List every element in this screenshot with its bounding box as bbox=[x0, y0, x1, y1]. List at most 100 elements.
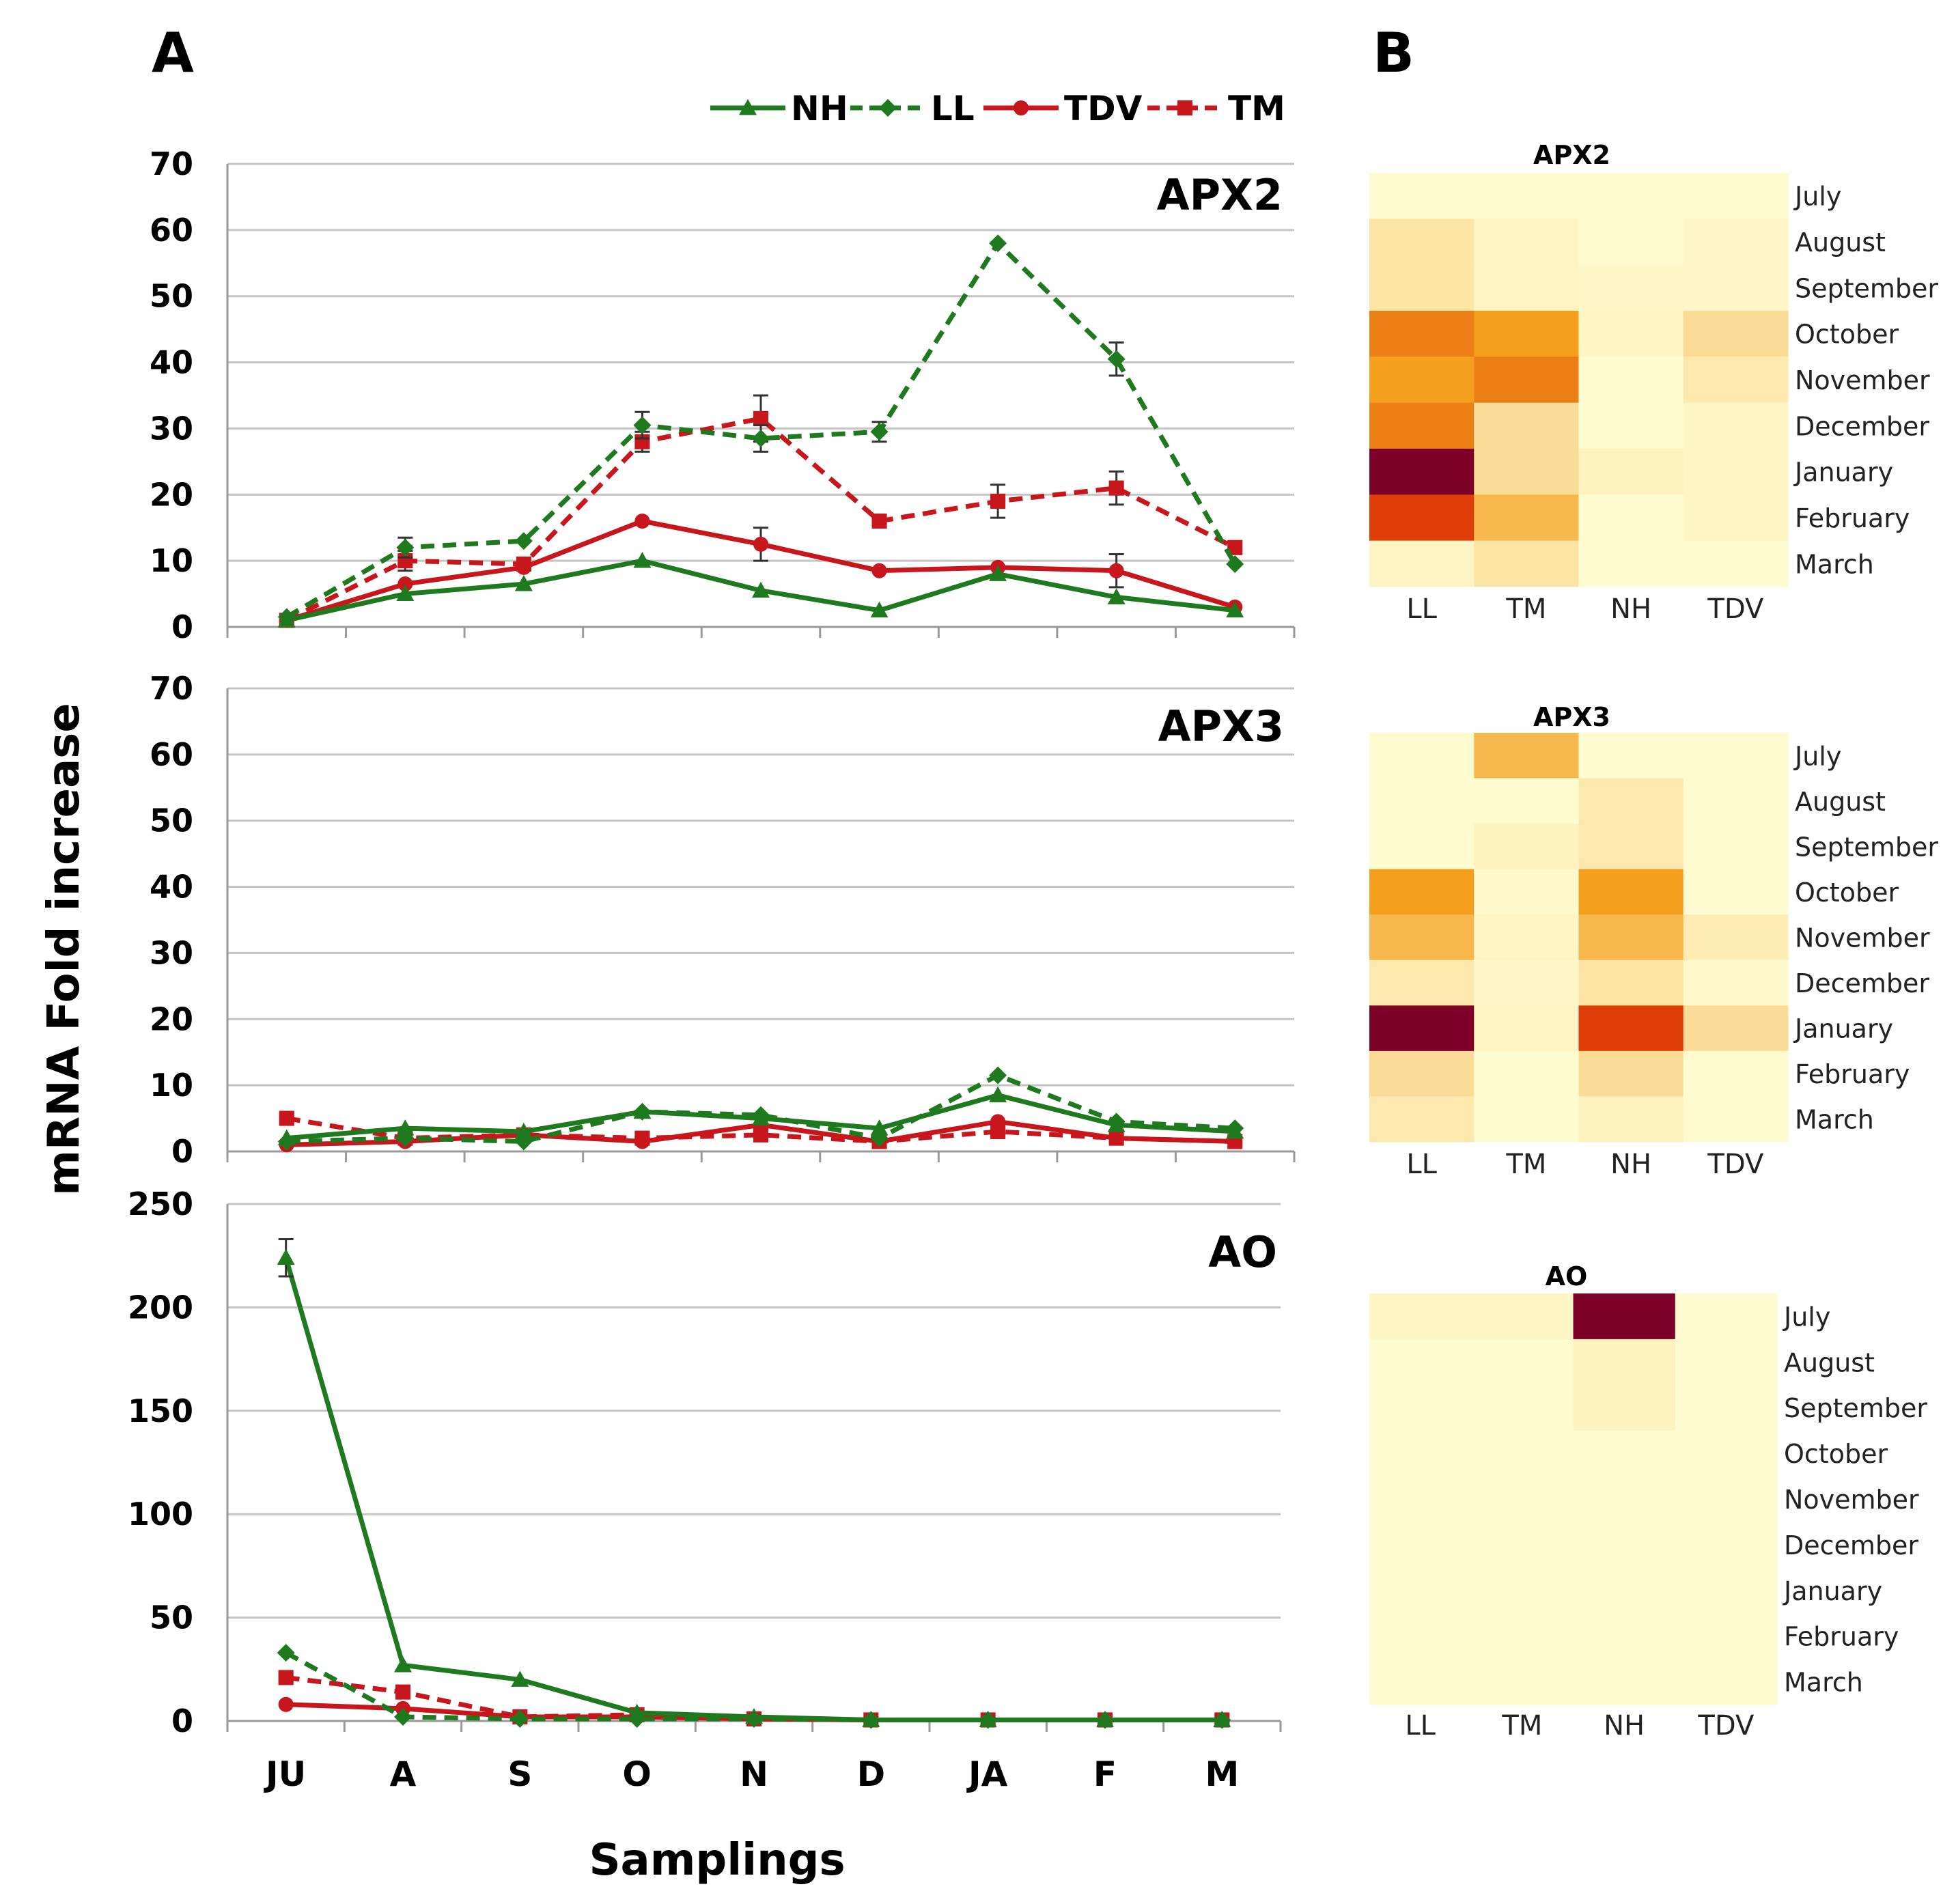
data-point-nh bbox=[1107, 588, 1126, 604]
heatmap-cell bbox=[1683, 960, 1789, 1006]
y-tick-label: 70 bbox=[150, 670, 193, 707]
heatmap-column-label: NH bbox=[1610, 1149, 1651, 1180]
heatmap-cell bbox=[1573, 1293, 1676, 1340]
heatmap-cell bbox=[1578, 960, 1684, 1006]
y-tick-label: 20 bbox=[150, 1000, 193, 1037]
series-line-ll bbox=[286, 1073, 1235, 1144]
data-point-nh bbox=[633, 1102, 652, 1119]
data-point-nh bbox=[396, 1119, 415, 1136]
data-point-tdv bbox=[1108, 1130, 1124, 1146]
heatmap-cell bbox=[1578, 356, 1684, 404]
heatmap-cell bbox=[1683, 219, 1789, 266]
heatmap-cell bbox=[1369, 733, 1475, 779]
data-point-nh bbox=[870, 601, 889, 618]
heatmap-cell bbox=[1578, 1096, 1684, 1143]
heatmap-cell bbox=[1578, 494, 1684, 542]
data-point-ll bbox=[514, 532, 533, 550]
heatmap-cell bbox=[1474, 1005, 1579, 1052]
data-point-nh bbox=[1226, 601, 1244, 618]
heatmap-cell bbox=[1578, 824, 1684, 870]
heatmap-cell bbox=[1369, 1005, 1475, 1052]
heatmap-cell bbox=[1474, 311, 1579, 357]
heatmap-cell bbox=[1474, 494, 1579, 542]
heatmap-cell bbox=[1683, 173, 1789, 219]
heatmap-row-label: March bbox=[1784, 1668, 1863, 1698]
y-tick-label: 60 bbox=[150, 212, 193, 249]
heatmap-cell bbox=[1471, 1430, 1574, 1477]
heatmap-cell bbox=[1369, 1430, 1472, 1477]
heatmap-cell bbox=[1683, 540, 1789, 587]
heatmap-cell bbox=[1471, 1293, 1574, 1340]
x-tick-label: F bbox=[1093, 1754, 1117, 1794]
heatmap-cell bbox=[1573, 1659, 1676, 1705]
heatmap-cell bbox=[1369, 173, 1475, 219]
heatmap-row-label: October bbox=[1795, 320, 1899, 350]
heatmap-cell bbox=[1683, 1005, 1789, 1052]
series-nh bbox=[277, 1237, 1231, 1727]
heatmap-column-label: LL bbox=[1405, 1710, 1436, 1741]
heatmap-cell bbox=[1675, 1293, 1778, 1340]
heatmap-cell bbox=[1573, 1430, 1676, 1477]
data-point-nh bbox=[989, 1086, 1007, 1103]
legend-label-ll: LL bbox=[931, 89, 975, 128]
data-point-ll bbox=[1107, 350, 1126, 368]
heatmap-cell bbox=[1369, 1659, 1472, 1705]
heatmap-row-label: December bbox=[1795, 968, 1929, 998]
x-tick-label: JA bbox=[966, 1754, 1008, 1794]
heatmap-cell bbox=[1471, 1476, 1574, 1522]
heatmap-cell bbox=[1578, 402, 1684, 449]
heatmap-cell bbox=[1369, 960, 1475, 1006]
heatmap-row-label: January bbox=[1793, 1014, 1893, 1044]
heatmap-cell bbox=[1683, 356, 1789, 404]
data-point-nh bbox=[394, 1656, 412, 1672]
heatmap-cell bbox=[1474, 219, 1579, 266]
legend-marker-ll bbox=[879, 99, 897, 117]
heatmap-title-apx2: APX2 bbox=[1533, 140, 1610, 170]
heatmap-cell bbox=[1474, 733, 1579, 779]
heatmap-row-label: August bbox=[1784, 1347, 1875, 1377]
y-tick-label: 30 bbox=[150, 410, 193, 447]
data-point-ll bbox=[511, 1709, 529, 1728]
data-point-tm bbox=[278, 1670, 294, 1685]
heatmap-cell bbox=[1369, 311, 1475, 357]
heatmaps: APX2 July August September October November De… bbox=[1369, 140, 1938, 1741]
heatmap-cell bbox=[1675, 1659, 1778, 1705]
data-point-tm bbox=[1227, 540, 1243, 555]
data-point-nh bbox=[1096, 1711, 1114, 1727]
data-point-nh bbox=[514, 575, 533, 591]
heatmap-cell bbox=[1369, 1339, 1472, 1386]
chart-title-apx3: APX3 bbox=[1158, 701, 1284, 751]
data-point-ll bbox=[752, 429, 770, 447]
heatmap-row-label: July bbox=[1793, 182, 1841, 212]
heatmap-cell bbox=[1369, 1384, 1472, 1431]
heatmap-cell bbox=[1369, 1567, 1472, 1614]
data-point-nh bbox=[511, 1670, 529, 1687]
heatmap-cell bbox=[1675, 1567, 1778, 1614]
y-tick-label: 100 bbox=[128, 1496, 193, 1532]
heatmap-title-ao: AO bbox=[1546, 1261, 1588, 1291]
heatmap-column-label: TM bbox=[1505, 1149, 1546, 1180]
heatmap-cell bbox=[1683, 778, 1789, 824]
heatmap-cell bbox=[1573, 1339, 1676, 1386]
heatmap-cell bbox=[1683, 264, 1789, 311]
heatmap-cell bbox=[1369, 264, 1475, 311]
heatmap-cell bbox=[1369, 778, 1475, 824]
heatmap-cell bbox=[1578, 1005, 1684, 1052]
heatmap-cell bbox=[1474, 449, 1579, 495]
data-point-tdv bbox=[397, 576, 413, 592]
data-point-ll bbox=[1226, 555, 1244, 573]
data-point-ll bbox=[870, 423, 889, 441]
heatmap-cell bbox=[1474, 173, 1579, 219]
heatmap-row-label: February bbox=[1784, 1622, 1899, 1652]
y-tick-label: 30 bbox=[150, 934, 193, 971]
data-point-tm bbox=[279, 1110, 294, 1126]
y-tick-label: 60 bbox=[150, 736, 193, 773]
heatmap-cell bbox=[1471, 1659, 1574, 1705]
heatmap-cell bbox=[1369, 449, 1475, 495]
y-tick-label: 0 bbox=[171, 608, 193, 645]
y-tick-label: 40 bbox=[150, 344, 193, 381]
heatmap-cell bbox=[1578, 778, 1684, 824]
heatmap-cell bbox=[1471, 1567, 1574, 1614]
panel-a-label: A bbox=[152, 21, 194, 85]
legend: NH LL TDV TM bbox=[710, 89, 1285, 128]
